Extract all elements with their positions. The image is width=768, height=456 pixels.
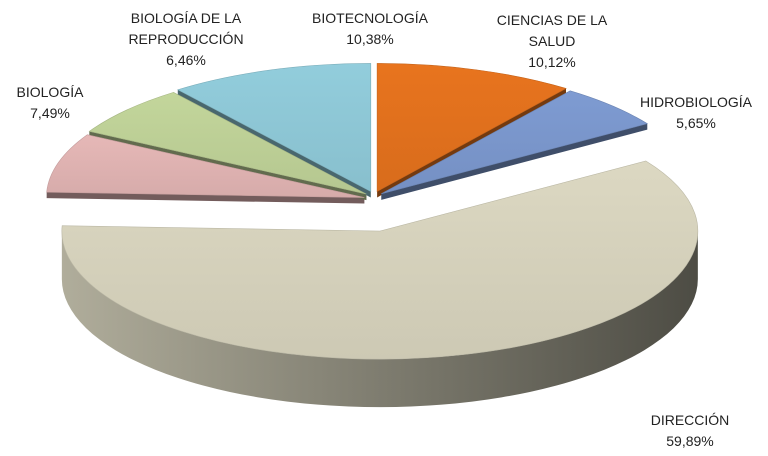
category-label: HIDROBIOLOGÍA [639, 94, 753, 110]
slice [376, 63, 567, 192]
data-label: HIDROBIOLOGÍA 5,65% [616, 92, 768, 134]
slice [381, 90, 649, 195]
category-label: DIRECCIÓN [650, 412, 730, 428]
slice-side [381, 90, 648, 200]
data-label: CIENCIAS DE LA SALUD 10,12% [477, 10, 627, 73]
data-label: BIOTECNOLOGÍA 10,38% [290, 8, 450, 50]
value-label: 5,65% [676, 115, 716, 131]
slice [176, 63, 372, 192]
value-label: 7,49% [30, 105, 70, 121]
slice-side [61, 231, 698, 408]
slice [46, 134, 365, 198]
category-label: BIOLOGÍA DE LA REPRODUCCIÓN [128, 10, 244, 47]
value-label: 6,46% [166, 52, 206, 68]
category-label: CIENCIAS DE LA SALUD [496, 12, 608, 49]
slice-side [46, 134, 365, 204]
slice-side [177, 63, 371, 198]
category-label: BIOLOGÍA [16, 84, 84, 100]
slice-side [377, 63, 566, 198]
value-label: 59,89% [666, 433, 714, 449]
data-label: BIOLOGÍA DE LA REPRODUCCIÓN 6,46% [111, 8, 261, 71]
value-label: 10,12% [528, 54, 576, 70]
data-label: BIOLOGÍA 7,49% [0, 82, 110, 124]
data-label: DIRECCIÓN 59,89% [620, 410, 760, 452]
slice [61, 160, 699, 360]
value-label: 10,38% [346, 31, 394, 47]
slice [88, 92, 367, 195]
slice-side [89, 92, 367, 201]
category-label: BIOTECNOLOGÍA [312, 10, 428, 26]
